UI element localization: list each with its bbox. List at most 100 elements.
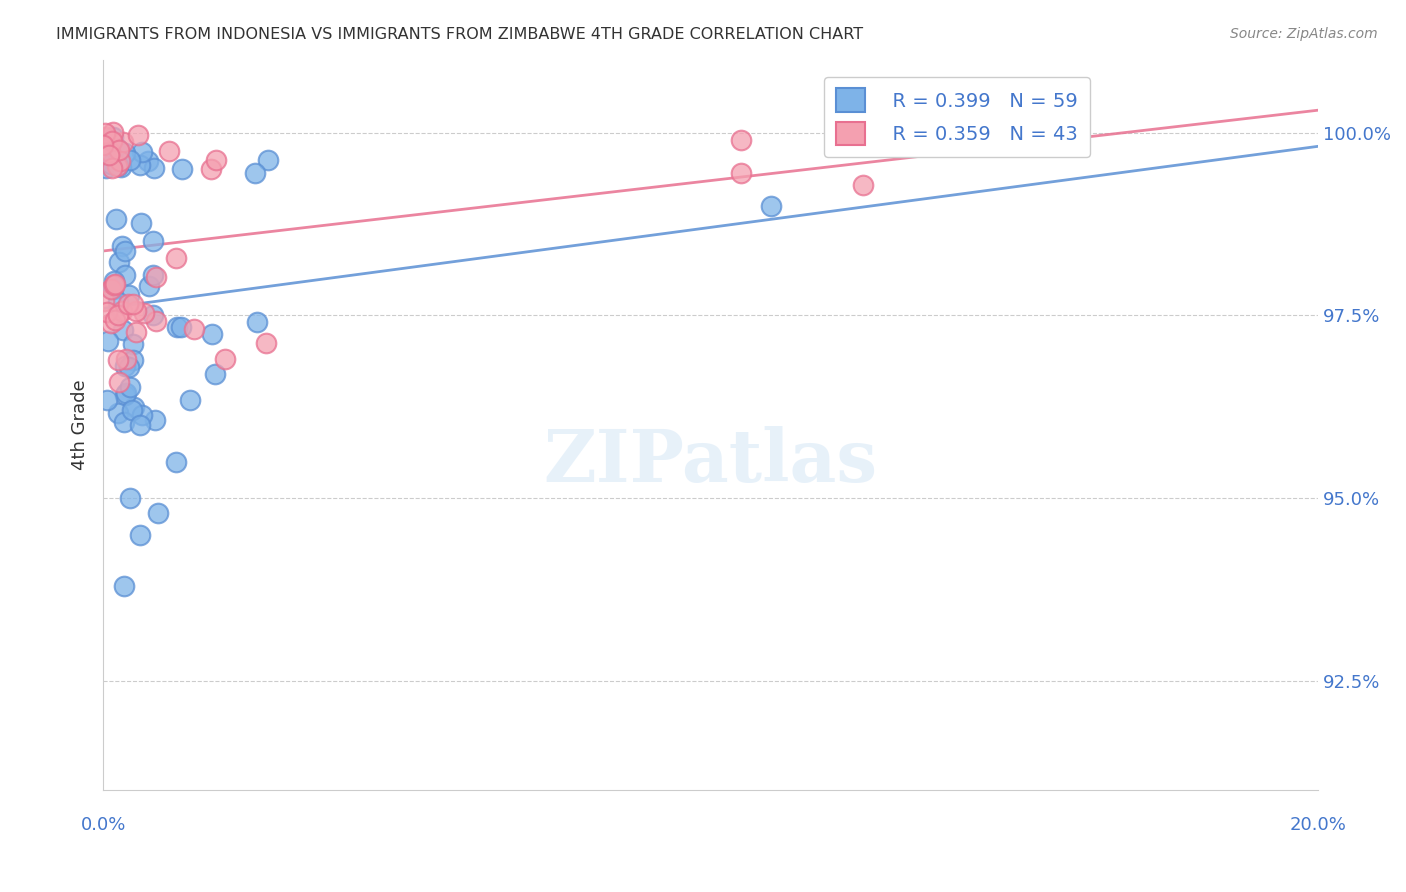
Immigrants from Zimbabwe [111,304,134,318]
Immigrants from Zimbabwe [103,125,125,139]
Immigrants from Zimbabwe [125,325,148,339]
Immigrants from Indonesia [136,153,159,168]
Immigrants from Zimbabwe [96,129,118,144]
Immigrants from Zimbabwe [183,322,205,336]
Immigrants from Indonesia [107,406,129,420]
Immigrants from Indonesia [105,211,128,226]
Immigrants from Zimbabwe [96,305,118,319]
Immigrants from Indonesia [100,140,122,154]
Immigrants from Indonesia [138,279,160,293]
Immigrants from Zimbabwe [851,126,873,140]
Immigrants from Indonesia [170,320,193,334]
Immigrants from Indonesia [117,288,139,302]
Immigrants from Zimbabwe [134,306,156,320]
Immigrants from Indonesia [105,141,128,155]
Immigrants from Indonesia [101,129,124,144]
Immigrants from Indonesia [103,282,125,296]
Immigrants from Zimbabwe [851,178,873,192]
Immigrants from Indonesia [124,400,146,414]
Immigrants from Zimbabwe [103,278,125,293]
Immigrants from Indonesia [166,320,188,334]
Immigrants from Indonesia [121,403,143,417]
Immigrants from Indonesia [103,274,125,288]
Immigrants from Indonesia [112,579,135,593]
Immigrants from Indonesia [257,153,280,167]
Immigrants from Zimbabwe [122,297,145,311]
Immigrants from Zimbabwe [101,161,124,175]
Immigrants from Zimbabwe [204,153,226,168]
Immigrants from Indonesia [128,527,150,541]
Text: ZIPatlas: ZIPatlas [544,426,877,497]
Immigrants from Zimbabwe [200,161,222,176]
Y-axis label: 4th Grade: 4th Grade [72,380,89,470]
Immigrants from Zimbabwe [97,147,120,161]
Immigrants from Indonesia [172,161,194,176]
Immigrants from Zimbabwe [94,126,117,140]
Immigrants from Indonesia [111,239,134,253]
Immigrants from Indonesia [97,334,120,349]
Immigrants from Zimbabwe [730,133,752,147]
Immigrants from Zimbabwe [105,159,128,173]
Immigrants from Zimbabwe [107,375,129,389]
Immigrants from Zimbabwe [93,294,115,309]
Immigrants from Indonesia [121,353,143,368]
Immigrants from Indonesia [111,323,134,337]
Immigrants from Indonesia [761,199,783,213]
Immigrants from Zimbabwe [115,352,138,367]
Immigrants from Indonesia [146,506,169,520]
Immigrants from Zimbabwe [214,352,236,367]
Immigrants from Indonesia [107,295,129,310]
Immigrants from Indonesia [131,145,153,160]
Immigrants from Indonesia [141,234,163,248]
Immigrants from Zimbabwe [117,297,139,311]
Immigrants from Indonesia [114,244,136,258]
Immigrants from Zimbabwe [112,135,135,149]
Immigrants from Zimbabwe [100,282,122,296]
Immigrants from Zimbabwe [145,314,167,328]
Immigrants from Indonesia [179,392,201,407]
Text: IMMIGRANTS FROM INDONESIA VS IMMIGRANTS FROM ZIMBABWE 4TH GRADE CORRELATION CHAR: IMMIGRANTS FROM INDONESIA VS IMMIGRANTS … [56,27,863,42]
Immigrants from Zimbabwe [101,134,124,148]
Immigrants from Indonesia [120,491,142,505]
Immigrants from Indonesia [165,454,187,468]
Immigrants from Zimbabwe [157,144,180,158]
Immigrants from Indonesia [142,309,165,323]
Immigrants from Indonesia [114,359,136,374]
Immigrants from Indonesia [243,165,266,179]
Immigrants from Indonesia [118,380,141,394]
Immigrants from Indonesia [129,216,152,230]
Immigrants from Indonesia [129,417,152,432]
Immigrants from Indonesia [114,145,136,160]
Immigrants from Indonesia [128,158,150,172]
Immigrants from Zimbabwe [127,128,149,143]
Text: 0.0%: 0.0% [80,816,125,834]
Immigrants from Zimbabwe [730,166,752,180]
Immigrants from Indonesia [94,161,117,175]
Immigrants from Zimbabwe [98,145,121,160]
Immigrants from Indonesia [121,337,143,351]
Immigrants from Indonesia [114,386,136,401]
Immigrants from Zimbabwe [254,335,277,350]
Immigrants from Indonesia [96,393,118,408]
Immigrants from Zimbabwe [110,153,132,168]
Immigrants from Indonesia [100,157,122,171]
Immigrants from Zimbabwe [91,137,114,152]
Text: 20.0%: 20.0% [1289,816,1347,834]
Immigrants from Indonesia [112,415,135,429]
Immigrants from Zimbabwe [107,352,129,367]
Immigrants from Zimbabwe [107,308,129,322]
Immigrants from Indonesia [118,359,141,374]
Immigrants from Indonesia [114,387,136,401]
Text: Source: ZipAtlas.com: Source: ZipAtlas.com [1230,27,1378,41]
Immigrants from Indonesia [120,153,142,167]
Immigrants from Indonesia [131,408,153,422]
Immigrants from Indonesia [110,160,132,174]
Immigrants from Indonesia [143,413,166,427]
Immigrants from Indonesia [114,268,136,282]
Immigrants from Indonesia [201,326,224,341]
Immigrants from Zimbabwe [100,316,122,330]
Immigrants from Indonesia [142,161,165,175]
Immigrants from Zimbabwe [103,277,125,292]
Immigrants from Zimbabwe [107,143,129,157]
Immigrants from Zimbabwe [165,251,187,265]
